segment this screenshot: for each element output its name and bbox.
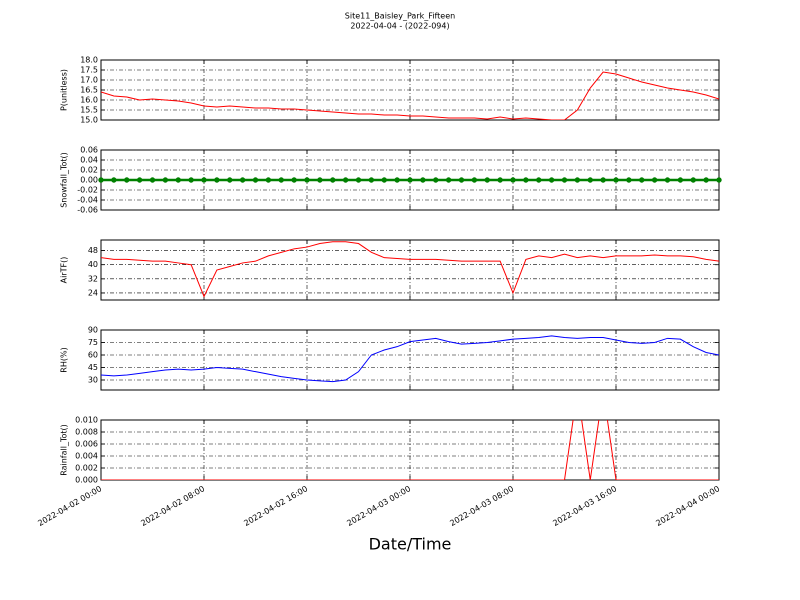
data-point bbox=[381, 177, 387, 183]
data-point bbox=[239, 177, 246, 183]
data-point bbox=[548, 177, 555, 183]
data-point bbox=[278, 177, 284, 183]
y-tick-label: 32 bbox=[88, 274, 98, 283]
data-point bbox=[162, 177, 169, 183]
y-tick-label: 0.010 bbox=[75, 416, 98, 425]
data-point bbox=[536, 177, 542, 183]
data-point bbox=[98, 177, 104, 183]
y-tick-label: 0.02 bbox=[80, 166, 98, 175]
y-tick-label: 0.008 bbox=[75, 428, 98, 437]
x-tick-label: 2022-04-02 08:00 bbox=[139, 484, 206, 528]
y-tick-label: -0.06 bbox=[77, 206, 98, 215]
data-point bbox=[201, 177, 207, 183]
y-tick-label: 16.5 bbox=[80, 86, 98, 95]
data-point bbox=[291, 177, 297, 183]
y-tick-label: -0.02 bbox=[77, 186, 98, 195]
data-point bbox=[394, 177, 400, 183]
data-point bbox=[574, 177, 581, 183]
x-tick-label: 2022-04-03 00:00 bbox=[345, 484, 412, 528]
data-point bbox=[497, 177, 503, 183]
chart-subtitle: 2022-04-04 - (2022-094) bbox=[350, 22, 449, 31]
x-tick-label: 2022-04-03 16:00 bbox=[551, 484, 618, 528]
data-point bbox=[651, 177, 658, 183]
y-tick-label: 0.002 bbox=[75, 464, 98, 473]
y-tick-label: 75 bbox=[88, 338, 98, 347]
data-point bbox=[510, 177, 516, 183]
data-point bbox=[342, 177, 349, 183]
y-tick-label: 17.5 bbox=[80, 66, 98, 75]
y-tick-label: 15.5 bbox=[80, 106, 98, 115]
data-point bbox=[149, 177, 156, 183]
data-point bbox=[214, 177, 220, 183]
chart-title: Site11_Baisley_Park_Fifteen bbox=[345, 12, 455, 21]
y-tick-label: 17.0 bbox=[80, 76, 98, 85]
data-point bbox=[626, 177, 632, 183]
y-tick-label: 48 bbox=[88, 246, 98, 255]
x-tick-label: 2022-04-02 00:00 bbox=[36, 484, 103, 528]
data-point bbox=[317, 177, 323, 183]
y-tick-label: 16.0 bbox=[80, 96, 98, 105]
y-tick-label: 45 bbox=[88, 363, 98, 372]
data-point bbox=[587, 177, 593, 183]
data-point bbox=[368, 177, 375, 183]
y-axis-label: Rainfall_Tot() bbox=[60, 424, 69, 476]
data-point bbox=[445, 177, 452, 183]
y-tick-label: 0.004 bbox=[75, 452, 98, 461]
data-point bbox=[703, 177, 709, 183]
y-axis-label: RH(%) bbox=[60, 347, 69, 372]
x-tick-label: 2022-04-02 16:00 bbox=[242, 484, 309, 528]
data-point bbox=[188, 177, 194, 183]
data-point bbox=[111, 177, 117, 183]
data-line bbox=[101, 335, 719, 383]
y-tick-label: 0.06 bbox=[80, 146, 98, 155]
y-tick-label: 0.000 bbox=[75, 476, 98, 485]
y-tick-label: 30 bbox=[88, 376, 98, 385]
data-point bbox=[252, 177, 259, 183]
data-point bbox=[561, 177, 568, 183]
data-point bbox=[523, 177, 529, 183]
data-point bbox=[664, 177, 671, 183]
x-tick-label: 2022-04-03 08:00 bbox=[448, 484, 515, 528]
y-tick-label: 0.04 bbox=[80, 156, 98, 165]
data-point bbox=[227, 177, 233, 183]
data-point bbox=[690, 177, 696, 183]
data-point bbox=[175, 177, 181, 183]
x-axis-label: Date/Time bbox=[369, 535, 452, 554]
data-point bbox=[433, 177, 439, 183]
y-tick-label: 60 bbox=[88, 351, 98, 360]
data-point bbox=[330, 177, 336, 183]
y-tick-label: 0.006 bbox=[75, 440, 98, 449]
y-axis-label: AirTF() bbox=[60, 257, 69, 284]
y-axis-label: P(unitless) bbox=[60, 69, 69, 111]
data-point bbox=[355, 177, 362, 183]
data-point bbox=[124, 177, 130, 183]
y-tick-label: 40 bbox=[88, 260, 98, 269]
data-point bbox=[613, 177, 619, 183]
data-point bbox=[639, 177, 645, 183]
data-point bbox=[484, 177, 490, 183]
y-axis-label: Snowfall_Tot() bbox=[60, 152, 69, 208]
y-tick-label: 90 bbox=[88, 326, 98, 335]
y-tick-label: 15.0 bbox=[80, 116, 98, 125]
data-point bbox=[600, 177, 606, 183]
data-point bbox=[471, 177, 478, 183]
data-point bbox=[677, 177, 684, 183]
data-point bbox=[136, 177, 143, 183]
data-point bbox=[716, 177, 722, 183]
data-point bbox=[420, 177, 426, 183]
y-tick-label: 0.00 bbox=[80, 176, 98, 185]
data-point bbox=[265, 177, 272, 183]
y-tick-label: 18.0 bbox=[80, 56, 98, 65]
data-line bbox=[101, 241, 719, 298]
y-tick-label: 24 bbox=[88, 288, 98, 297]
data-point bbox=[458, 177, 465, 183]
data-point bbox=[304, 177, 310, 183]
data-point bbox=[407, 177, 413, 183]
x-tick-label: 2022-04-04 00:00 bbox=[654, 484, 721, 528]
y-tick-label: -0.04 bbox=[77, 196, 98, 205]
data-line bbox=[101, 71, 719, 120]
